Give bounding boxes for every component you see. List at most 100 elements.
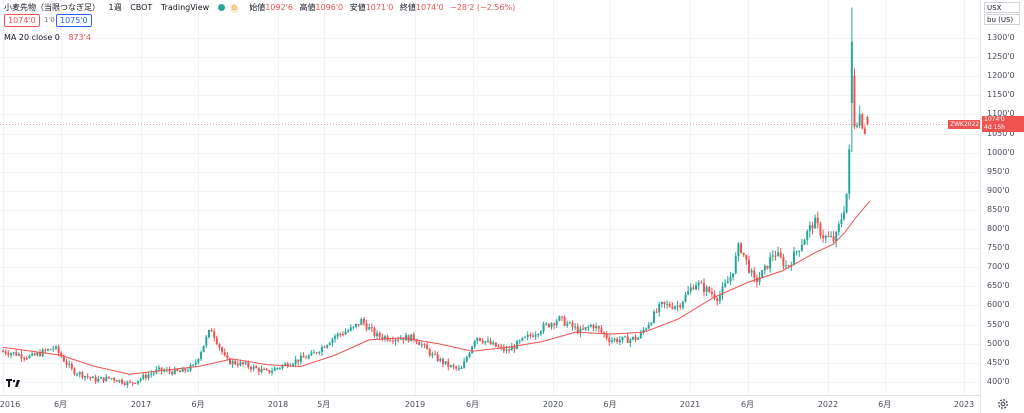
candle-body (484, 341, 487, 343)
candle-body (228, 358, 231, 365)
candle-body (402, 338, 405, 341)
chart-area[interactable]: 小麦先物（当限つなぎ足） 1週 CBOT TradingView D 始値109… (0, 0, 982, 395)
grid-line-horizontal (0, 305, 980, 306)
candle-body (131, 382, 134, 384)
price-tick-label: 1250'0 (987, 52, 1015, 62)
candle-body (49, 349, 52, 351)
candle-body (276, 368, 279, 370)
candle-body (779, 252, 782, 258)
time-tick-label: 2017 (130, 400, 152, 409)
grid-line-horizontal (0, 382, 980, 383)
candle-body (822, 235, 825, 239)
candle-body (639, 332, 642, 338)
candle-body (479, 337, 482, 341)
candle-body (455, 366, 458, 369)
candle-body (431, 353, 434, 356)
unit-selector[interactable]: bu (US) (984, 14, 1020, 25)
grid-line-horizontal (0, 267, 980, 268)
candle-body (231, 360, 234, 365)
candle-body (808, 225, 811, 232)
candle-body (460, 368, 463, 370)
candle-body (441, 358, 444, 364)
candle-body (558, 316, 561, 321)
candle-body (412, 334, 415, 340)
candle-body (553, 323, 556, 325)
grid-line-vertical (690, 0, 691, 395)
candle-body (284, 363, 287, 366)
candle-body (631, 336, 634, 340)
candle-body (616, 338, 619, 343)
price-chart[interactable] (0, 0, 980, 395)
candle-body (771, 255, 774, 257)
candle-body (866, 117, 869, 125)
candle-body (383, 336, 386, 340)
candle-body (473, 340, 476, 347)
tradingview-logo-icon[interactable] (6, 378, 20, 388)
symbol-title[interactable]: 小麦先物（当限つなぎ足） (4, 3, 100, 12)
candle-body (307, 355, 310, 359)
candle-body (582, 328, 585, 330)
candle-body (247, 362, 250, 368)
candle-body (782, 257, 785, 267)
candle-body (750, 270, 753, 273)
candle-body (252, 366, 255, 370)
candle-body (563, 317, 566, 326)
candle-body (689, 287, 692, 292)
grid-line-horizontal (0, 248, 980, 249)
candle-body (819, 223, 822, 236)
candle-body (78, 372, 81, 375)
candle-body (676, 305, 679, 307)
candle-body (173, 368, 176, 375)
candle-body (102, 377, 105, 382)
time-tick-label: 6月 (191, 400, 205, 409)
candle-body (595, 326, 598, 329)
candle-body (273, 368, 276, 371)
time-tick-label: 5月 (317, 400, 331, 409)
candle-body (323, 346, 326, 348)
grid-line-vertical (748, 0, 749, 395)
candle-body (792, 251, 795, 266)
buy-price-button[interactable]: 1075'0 (56, 14, 92, 27)
grid-line-horizontal (0, 363, 980, 364)
currency-selector[interactable]: USX (984, 2, 1020, 13)
indicator-legend[interactable]: MA 20 close 0 873'4 (4, 33, 91, 42)
price-axis[interactable]: USX bu (US) 1300'0 1250'0 1200'0 1150'0 1100… (980, 0, 1024, 413)
candle-body (76, 374, 79, 376)
candle-body (9, 353, 12, 356)
sell-price-button[interactable]: 1074'0 (4, 14, 40, 27)
grid-line-vertical (553, 0, 554, 395)
candle-body (179, 370, 182, 373)
candle-body (537, 334, 540, 336)
candle-body (84, 376, 87, 378)
candle-body (418, 342, 421, 345)
candle-body (347, 330, 350, 332)
candle-body (547, 323, 550, 327)
candle-body (249, 367, 252, 370)
candle-body (439, 358, 442, 361)
price-tick-label: 1200'0 (987, 71, 1015, 81)
candle-body (278, 367, 281, 369)
candle-body (139, 378, 142, 381)
candle-body (334, 336, 337, 339)
candle-body (471, 346, 474, 354)
candle-body (568, 322, 571, 324)
candle-body (774, 255, 777, 257)
time-tick-label: 2022 (817, 400, 839, 409)
candle-body (181, 368, 184, 373)
candle-body (399, 338, 402, 340)
candle-body (531, 335, 534, 337)
candle-body (486, 340, 489, 342)
time-tick-label: 2019 (404, 400, 426, 409)
price-tick-label: 800'0 (987, 224, 1010, 233)
candle-body (265, 369, 268, 371)
candle-body (91, 376, 94, 379)
candle-body (837, 224, 840, 233)
time-axis[interactable]: 2016 6月 2017 6月 2018 5月 2019 6月 2020 6月 2021 6月 2022… (0, 395, 1008, 413)
interval-label[interactable]: 1週 (108, 3, 122, 12)
candle-body (811, 225, 814, 229)
candle-body (861, 114, 864, 129)
candle-body (123, 383, 126, 385)
candle-body (858, 114, 861, 126)
grid-line-horizontal (0, 114, 980, 115)
gear-icon[interactable] (996, 397, 1010, 411)
